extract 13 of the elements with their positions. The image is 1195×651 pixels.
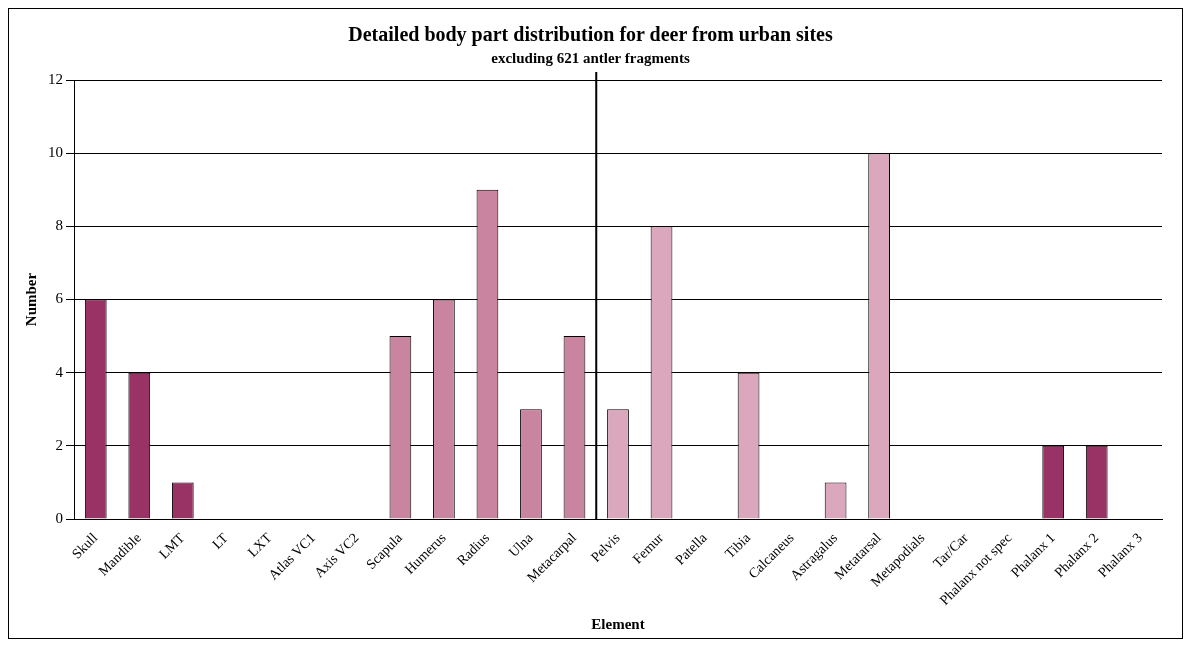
y-tick-label: 2 bbox=[55, 436, 63, 453]
chart-subtitle: excluding 621 antler fragments bbox=[491, 49, 690, 66]
x-axis-title: Element bbox=[591, 615, 645, 632]
y-tick-label: 8 bbox=[55, 217, 63, 234]
y-tick-label: 6 bbox=[55, 290, 64, 307]
y-axis-title: Number bbox=[22, 272, 39, 327]
y-tick-label: 10 bbox=[48, 144, 63, 161]
chart-title: Detailed body part distribution for deer from urban sites bbox=[348, 23, 833, 47]
y-tick-label: 4 bbox=[55, 363, 64, 380]
y-tick-label: 12 bbox=[48, 70, 63, 87]
x-tick-label: Tibia bbox=[722, 529, 754, 562]
x-tick-label: LT bbox=[209, 529, 232, 552]
y-tick-label: 0 bbox=[55, 509, 63, 526]
